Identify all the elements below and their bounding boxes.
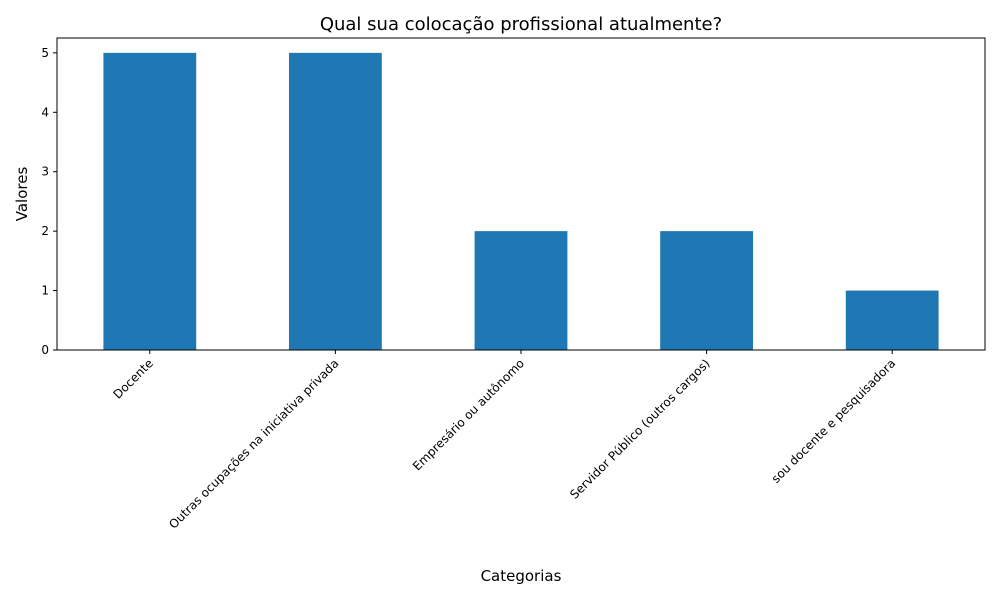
x-tick-label-1: Outras ocupações na iniciativa privada	[166, 356, 341, 531]
bar-4	[845, 290, 939, 350]
y-tick-label-3: 3	[41, 165, 49, 179]
y-tick-label-1: 1	[41, 284, 49, 298]
bar-1	[289, 52, 382, 350]
bar-2	[474, 231, 568, 350]
plot-frame	[56, 37, 986, 351]
chart-title: Qual sua colocação profissional atualmen…	[320, 14, 722, 35]
x-axis: Docente Outras ocupações na iniciativa pr…	[110, 350, 898, 532]
y-tick-label-2: 2	[41, 224, 49, 238]
y-axis-label: Valores	[13, 167, 31, 222]
x-tick-label-4: sou docente e pesquisadora	[769, 356, 899, 486]
x-tick-label-0: Docente	[110, 356, 155, 401]
y-tick-label-5: 5	[41, 46, 49, 60]
y-axis: 0 1 2 3 4 5	[41, 46, 57, 357]
y-tick-label-4: 4	[41, 105, 49, 119]
y-tick-label-0: 0	[41, 343, 49, 357]
bars-group	[103, 52, 939, 350]
x-tick-label-3: Servidor Público (outros cargos)	[567, 356, 712, 501]
x-tick-label-2: Empresário ou autônomo	[410, 356, 527, 473]
bar-3	[660, 231, 753, 350]
bar-0	[103, 52, 197, 350]
x-axis-label: Categorias	[481, 567, 562, 585]
